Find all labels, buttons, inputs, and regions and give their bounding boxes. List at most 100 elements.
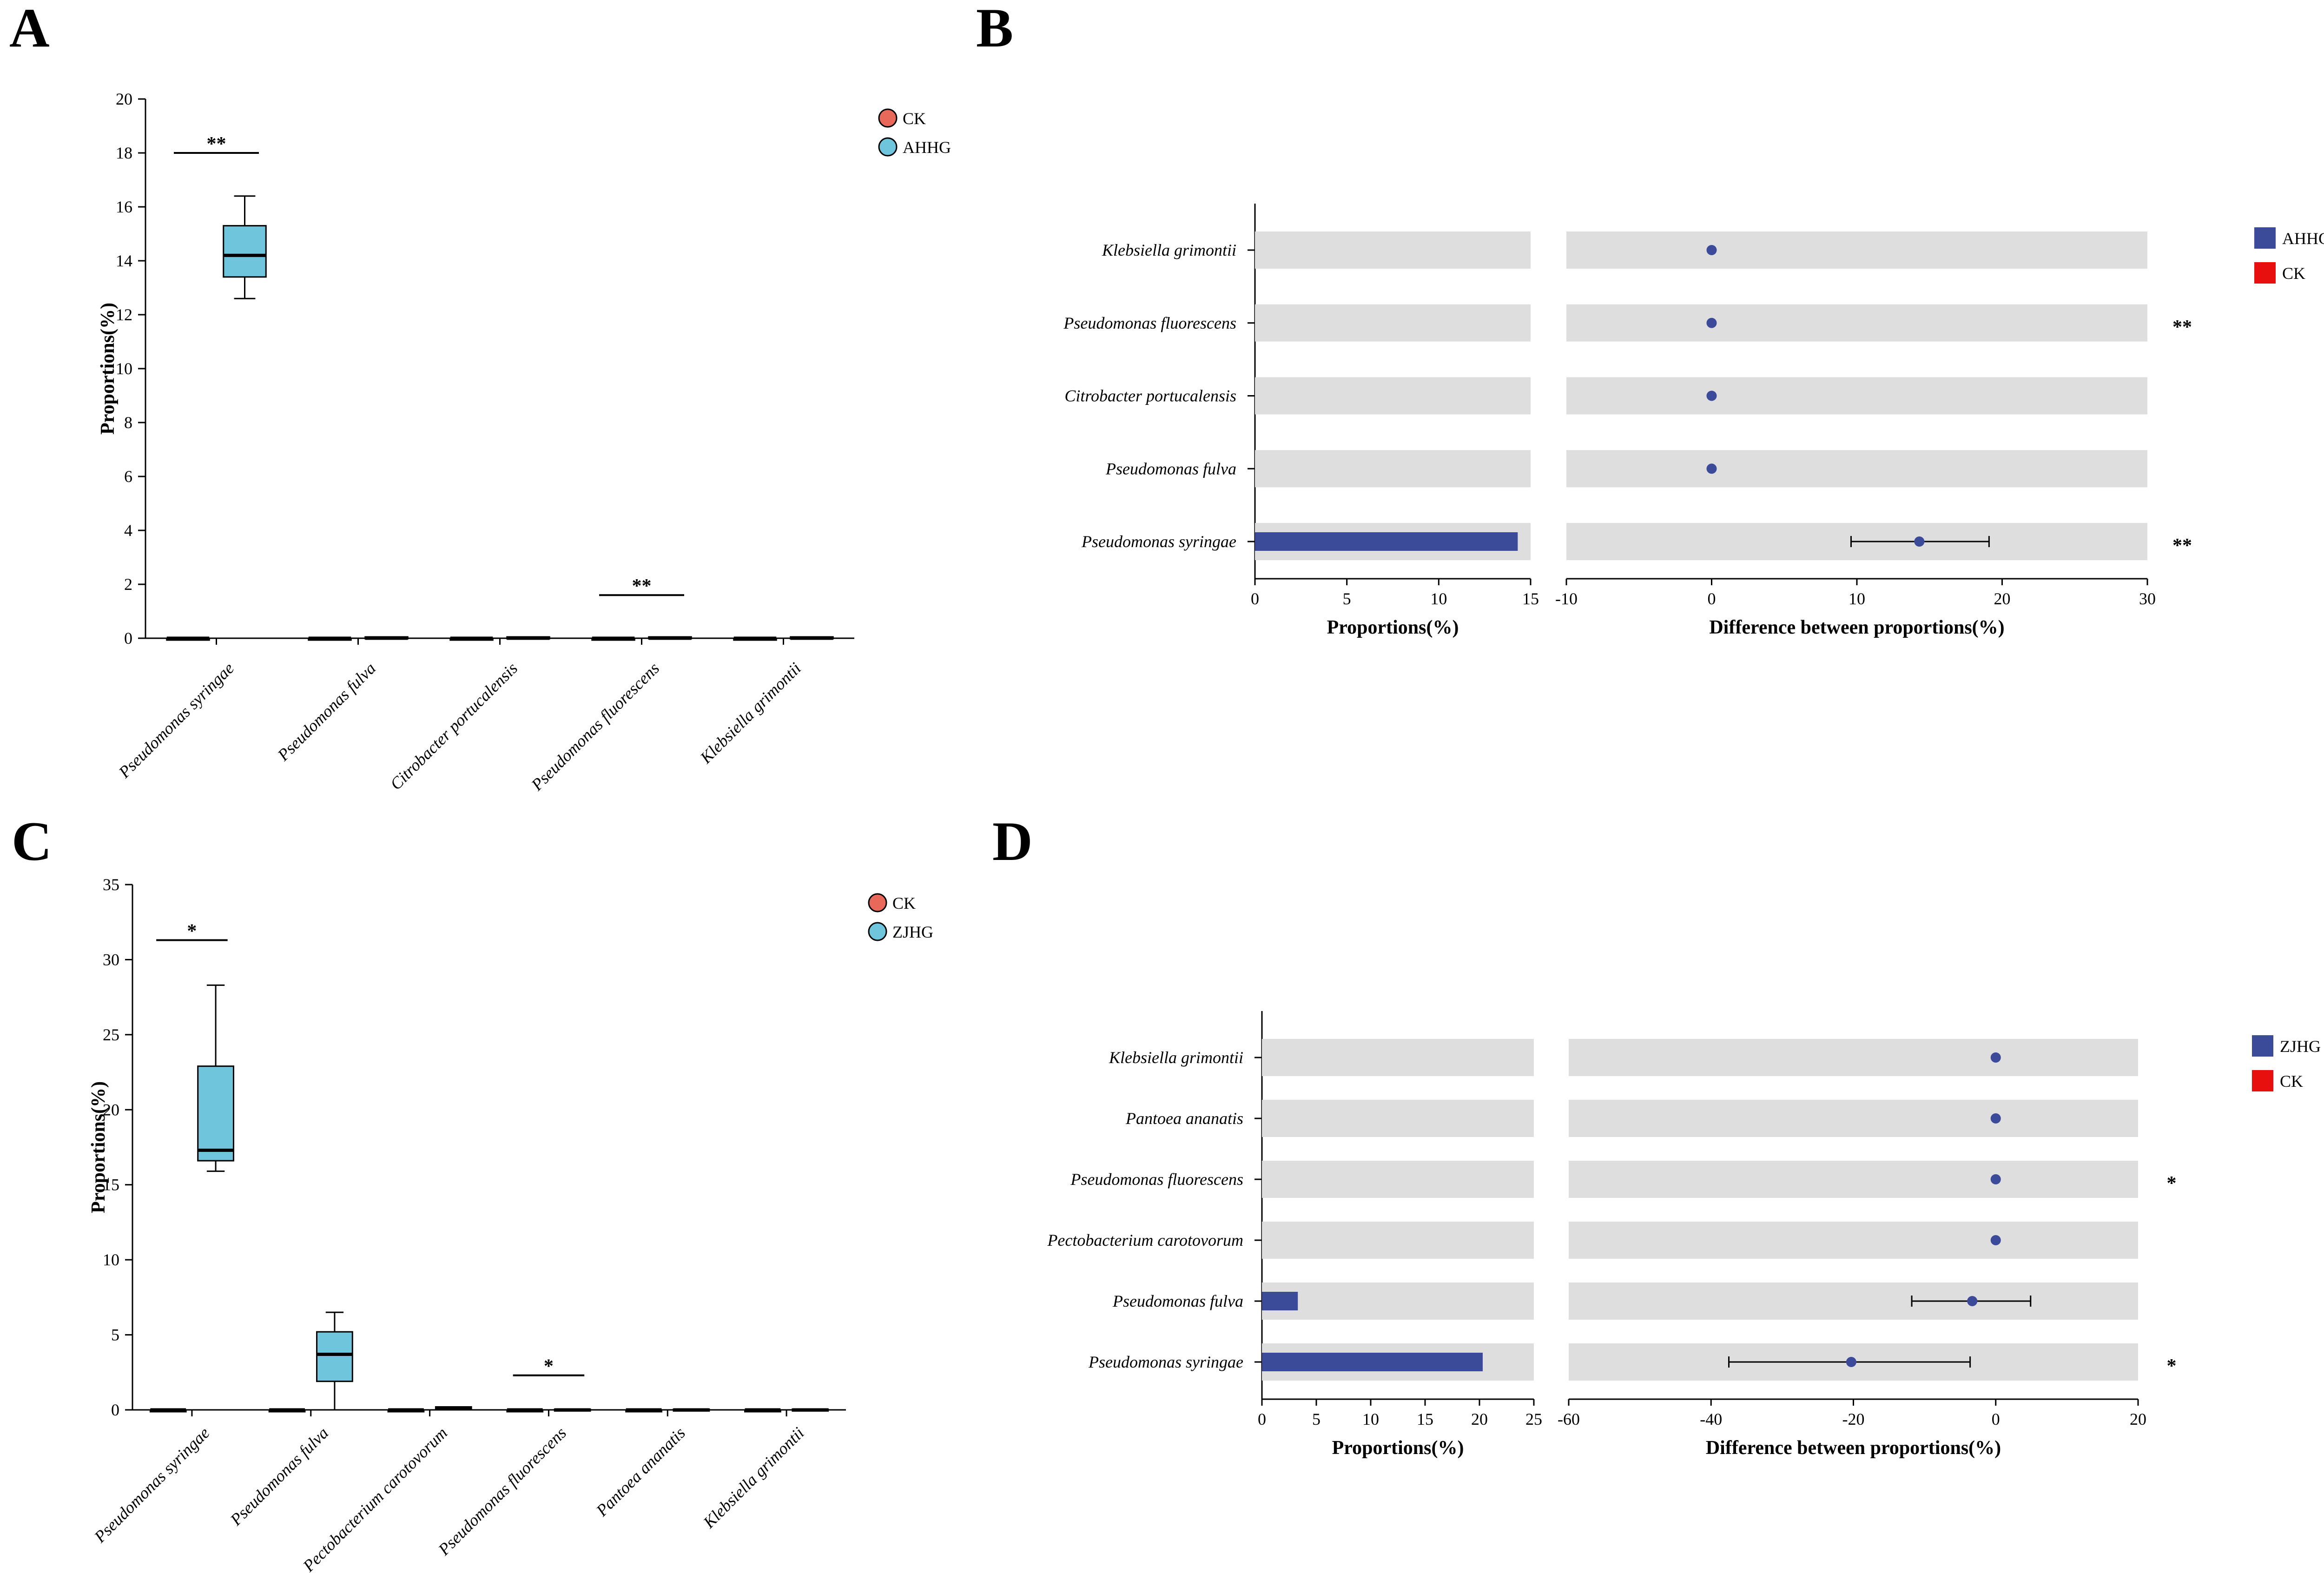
significance-label: * xyxy=(2167,1173,2177,1194)
right-x-tick-label: 0 xyxy=(1708,589,1716,608)
row-background-right xyxy=(1569,1222,2138,1259)
right-x-tick-label: -20 xyxy=(1842,1410,1865,1428)
box-zjhg-pseudomonas-syringae xyxy=(197,984,234,1172)
box-zjhg-pantoea-ananatis xyxy=(673,1408,710,1412)
difference-point-pseudomonas-syringae xyxy=(1846,1357,1856,1367)
box-ck-pseudomonas-syringae xyxy=(166,636,210,641)
legend-label-ck: CK xyxy=(2282,264,2305,283)
row-background-right xyxy=(1566,377,2147,415)
box-ahhg-klebsiella-grimontii xyxy=(790,636,834,640)
panel-d: D Klebsiella grimontii Pantoea ananatis Ps… xyxy=(992,810,2321,1459)
difference-point-pantoea-ananatis xyxy=(1990,1113,2001,1124)
category-label-pseudomonas-fulva: Pseudomonas fulva xyxy=(1112,1292,1243,1310)
y-tick-label: 16 xyxy=(116,198,132,216)
legend-swatch-ck xyxy=(2254,262,2276,284)
left-x-axis-title: Proportions(%) xyxy=(1327,617,1459,638)
box-ahhg-pseudomonas-syringae xyxy=(223,195,267,299)
box-zjhg-klebsiella-grimontii xyxy=(792,1408,829,1412)
proportion-bar-zjhg-pseudomonas-fulva xyxy=(1262,1292,1298,1310)
right-x-tick-label: 30 xyxy=(2139,589,2156,608)
x-category-label-pseudomonas-syringae: Pseudomonas syringae xyxy=(90,1423,213,1546)
left-x-tick-label: 0 xyxy=(1251,589,1259,608)
left-x-tick-label: 5 xyxy=(1343,589,1351,608)
category-label-citrobacter-portucalensis: Citrobacter portucalensis xyxy=(1064,387,1236,405)
box-ck-pseudomonas-fulva xyxy=(308,636,352,641)
legend-swatch-ahhg xyxy=(878,137,898,157)
y-axis-title: Proportions(%) xyxy=(88,1081,109,1213)
box-ahhg-pseudomonas-fluorescens xyxy=(648,636,692,640)
category-label-pantoea-ananatis: Pantoea ananatis xyxy=(1125,1109,1243,1128)
x-category-label-pseudomonas-fulva: Pseudomonas fulva xyxy=(273,659,379,765)
box-body xyxy=(197,1065,234,1162)
legend-label-zjhg: ZJHG xyxy=(2280,1037,2321,1056)
y-tick-label: 2 xyxy=(124,575,132,594)
y-tick-label: 0 xyxy=(111,1401,119,1419)
row-background-left xyxy=(1262,1161,1534,1198)
row-background-left xyxy=(1262,1039,1534,1076)
x-category-label-klebsiella-grimontii: Klebsiella grimontii xyxy=(696,659,805,767)
box-body xyxy=(316,1331,353,1382)
row-background-left xyxy=(1262,1222,1534,1259)
panel-a: A 0 2 4 6 8 10 12 14 16 18 20 Proportions(%) Pseudom… xyxy=(9,0,951,794)
proportion-bar-zjhg-pseudomonas-syringae xyxy=(1262,1353,1483,1371)
row-background-right xyxy=(1566,231,2147,269)
difference-point-pectobacterium-carotovorum xyxy=(1990,1235,2001,1245)
x-category-label-citrobacter-portucalensis: Citrobacter portucalensis xyxy=(386,659,521,793)
right-x-axis-title: Difference between proportions(%) xyxy=(1706,1437,2001,1459)
difference-point-klebsiella-grimontii xyxy=(1990,1052,2001,1063)
category-label-pseudomonas-syringae: Pseudomonas syringae xyxy=(1088,1353,1243,1371)
legend-swatch-ck xyxy=(2252,1070,2273,1091)
significance-label: ** xyxy=(632,575,652,597)
right-x-axis-title: Difference between proportions(%) xyxy=(1709,617,2004,638)
x-category-label-pseudomonas-fluorescens: Pseudomonas fluorescens xyxy=(434,1423,570,1559)
legend-swatch-zjhg xyxy=(868,922,887,941)
right-x-tick-label: 10 xyxy=(1849,589,1865,608)
y-tick-label: 10 xyxy=(116,359,132,378)
y-tick-label: 10 xyxy=(103,1250,119,1269)
row-background-left xyxy=(1255,377,1531,415)
panel-c: C 0 5 10 15 20 25 30 35 Proportions(%) Pseudomona… xyxy=(12,810,933,1575)
y-tick-label: 35 xyxy=(103,875,119,894)
proportion-bar-ahhg-pseudomonas-syringae xyxy=(1255,532,1518,551)
legend-label-zjhg: ZJHG xyxy=(892,923,933,941)
row-background-right xyxy=(1569,1100,2138,1137)
legend-label-ck: CK xyxy=(903,109,926,128)
box-ck-citrobacter-portucalensis xyxy=(449,636,494,641)
panel-label-d: D xyxy=(992,810,1033,872)
row-background-left xyxy=(1255,231,1531,269)
panel-b: B Klebsiella grimontii Pseudomonas fluore… xyxy=(976,0,2324,638)
x-category-label-pseudomonas-fulva: Pseudomonas fulva xyxy=(226,1423,332,1529)
box-ck-pseudomonas-fluorescens xyxy=(506,1408,544,1413)
y-tick-label: 20 xyxy=(116,90,132,108)
difference-point-pseudomonas-fulva xyxy=(1706,463,1717,474)
legend-label-ck: CK xyxy=(892,894,916,912)
significance-label: ** xyxy=(2172,535,2192,556)
right-x-tick-label: -60 xyxy=(1558,1410,1580,1428)
y-axis-title: Proportions(%) xyxy=(97,303,119,435)
right-x-tick-label: 0 xyxy=(1992,1410,2000,1428)
difference-point-pseudomonas-syringae xyxy=(1914,536,1925,547)
difference-point-pseudomonas-fulva xyxy=(1967,1296,1978,1306)
left-x-axis-title: Proportions(%) xyxy=(1332,1437,1464,1459)
right-x-tick-label: -40 xyxy=(1700,1410,1722,1428)
legend-swatch-ck xyxy=(878,108,898,128)
left-x-tick-label: 25 xyxy=(1525,1410,1542,1428)
difference-point-pseudomonas-fluorescens xyxy=(1706,317,1717,328)
left-x-tick-label: 0 xyxy=(1258,1410,1266,1428)
x-category-label-pseudomonas-syringae: Pseudomonas syringae xyxy=(115,659,238,781)
row-background-left xyxy=(1262,1100,1534,1137)
y-tick-label: 20 xyxy=(103,1100,119,1119)
significance-label: * xyxy=(2167,1355,2177,1377)
significance-label: * xyxy=(544,1356,554,1377)
y-tick-label: 25 xyxy=(103,1025,119,1044)
category-label-klebsiella-grimontii: Klebsiella grimontii xyxy=(1109,1048,1243,1067)
left-x-tick-label: 10 xyxy=(1430,589,1447,608)
box-ck-pseudomonas-fluorescens xyxy=(591,636,635,641)
right-x-tick-label: -10 xyxy=(1555,589,1578,608)
significance-label: * xyxy=(187,920,197,942)
box-zjhg-pectobacterium-carotovorum xyxy=(435,1406,472,1411)
box-zjhg-pseudomonas-fulva xyxy=(316,1311,353,1411)
box-body xyxy=(223,225,267,278)
box-zjhg-pseudomonas-fluorescens xyxy=(554,1408,591,1412)
category-label-pseudomonas-syringae: Pseudomonas syringae xyxy=(1081,532,1236,551)
